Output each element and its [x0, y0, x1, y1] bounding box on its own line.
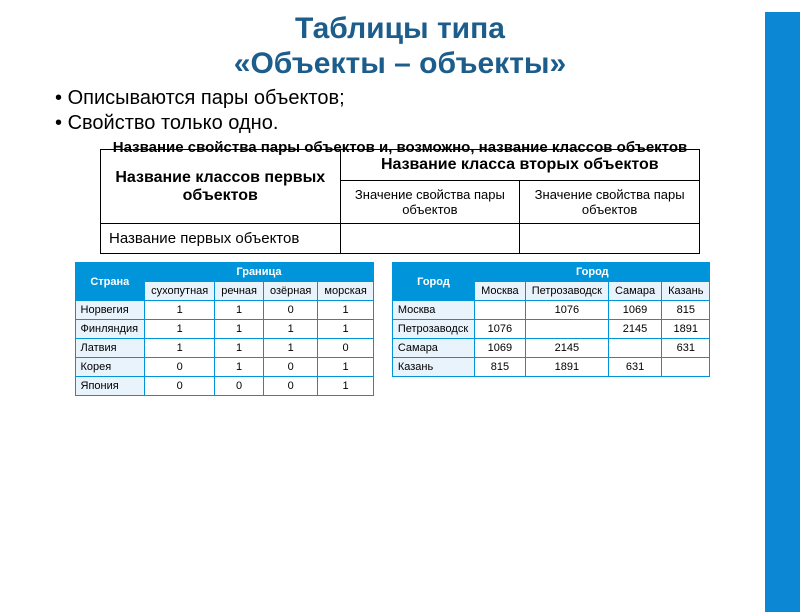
t2-sub4: Казань	[662, 282, 710, 301]
t1-r3-v1: 1	[145, 339, 215, 358]
side-accent	[765, 12, 800, 612]
t1-country-header: Страна	[75, 263, 145, 301]
borders-table: Страна Граница сухопутная речная озёрная…	[75, 262, 374, 396]
t1-r2-v1: 1	[145, 320, 215, 339]
t2-sub1: Москва	[475, 282, 526, 301]
table-row: Самара 1069 2145 631	[392, 339, 710, 358]
schema-c2: Значение свойства пары объектов	[520, 181, 700, 224]
schema-subtitle: Название свойства пары объектов и, возмо…	[30, 139, 770, 157]
t2-r4-v3: 631	[608, 358, 661, 377]
table-row: Латвия 1 1 1 0	[75, 339, 373, 358]
t1-r1-v1: 1	[145, 301, 215, 320]
table-row: Финляндия 1 1 1 1	[75, 320, 373, 339]
title-line2: «Объекты – объекты»	[234, 47, 566, 80]
t1-r5-v4: 1	[318, 377, 373, 396]
schema-empty1	[340, 224, 520, 254]
schema-table: Название классов первых объектов Названи…	[100, 149, 700, 254]
schema-r1: Название первых объектов	[101, 224, 341, 254]
t2-r3-v2: 2145	[525, 339, 608, 358]
t2-r2-v2	[525, 320, 608, 339]
cities-table: Город Город Москва Петрозаводск Самара К…	[392, 262, 711, 377]
table-row: Казань 815 1891 631	[392, 358, 710, 377]
table-row: Корея 0 1 0 1	[75, 358, 373, 377]
t1-r3-name: Латвия	[75, 339, 145, 358]
table-row: Норвегия 1 1 0 1	[75, 301, 373, 320]
t2-r2-v4: 1891	[662, 320, 710, 339]
t2-r4-v1: 815	[475, 358, 526, 377]
t1-r4-v4: 1	[318, 358, 373, 377]
schema-h1: Название классов первых объектов	[101, 150, 341, 224]
t2-r4-v4	[662, 358, 710, 377]
t1-r3-v2: 1	[215, 339, 264, 358]
borders-table-wrap: Страна Граница сухопутная речная озёрная…	[75, 262, 374, 396]
t2-sub3: Самара	[608, 282, 661, 301]
t1-sub2: речная	[215, 282, 264, 301]
t2-r3-v1: 1069	[475, 339, 526, 358]
t1-r5-v2: 0	[215, 377, 264, 396]
t2-r3-name: Самара	[392, 339, 474, 358]
example-tables: Страна Граница сухопутная речная озёрная…	[0, 262, 800, 396]
t2-city-t-header: Город	[475, 263, 710, 282]
t2-r1-name: Москва	[392, 301, 474, 320]
t1-r4-v3: 0	[263, 358, 317, 377]
t1-r5-v3: 0	[263, 377, 317, 396]
bullet-list: Описываются пары объектов; Свойство толь…	[55, 87, 800, 135]
t2-r1-v3: 1069	[608, 301, 661, 320]
t1-r3-v3: 1	[263, 339, 317, 358]
t2-r2-v1: 1076	[475, 320, 526, 339]
bullet-1: Описываются пары объектов;	[55, 87, 800, 110]
t1-r2-name: Финляндия	[75, 320, 145, 339]
t2-sub2: Петрозаводск	[525, 282, 608, 301]
t1-r2-v3: 1	[263, 320, 317, 339]
t2-r4-name: Казань	[392, 358, 474, 377]
t2-r4-v2: 1891	[525, 358, 608, 377]
t1-r4-v1: 0	[145, 358, 215, 377]
t2-r3-v4: 631	[662, 339, 710, 358]
t1-sub1: сухопутная	[145, 282, 215, 301]
t1-r5-name: Япония	[75, 377, 145, 396]
t1-r4-name: Корея	[75, 358, 145, 377]
t1-r1-v4: 1	[318, 301, 373, 320]
schema-empty2	[520, 224, 700, 254]
t1-r1-v2: 1	[215, 301, 264, 320]
t1-sub3: озёрная	[263, 282, 317, 301]
cities-table-wrap: Город Город Москва Петрозаводск Самара К…	[392, 262, 711, 396]
t1-r5-v1: 0	[145, 377, 215, 396]
t1-r3-v4: 0	[318, 339, 373, 358]
t1-r1-v3: 0	[263, 301, 317, 320]
t2-r2-v3: 2145	[608, 320, 661, 339]
t2-r1-v4: 815	[662, 301, 710, 320]
t2-r3-v3	[608, 339, 661, 358]
t1-r4-v2: 1	[215, 358, 264, 377]
slide-title: Таблицы типа «Объекты – объекты»	[0, 12, 800, 81]
t2-r2-name: Петрозаводск	[392, 320, 474, 339]
table-row: Петрозаводск 1076 2145 1891	[392, 320, 710, 339]
table-row: Япония 0 0 0 1	[75, 377, 373, 396]
bullet-2: Свойство только одно.	[55, 112, 800, 135]
t1-border-header: Граница	[145, 263, 374, 282]
t2-city-l-header: Город	[392, 263, 474, 301]
t2-r1-v2: 1076	[525, 301, 608, 320]
t1-sub4: морская	[318, 282, 373, 301]
t1-r2-v2: 1	[215, 320, 264, 339]
t1-r1-name: Норвегия	[75, 301, 145, 320]
t1-r2-v4: 1	[318, 320, 373, 339]
schema-c1: Значение свойства пары объектов	[340, 181, 520, 224]
t2-r1-v1	[475, 301, 526, 320]
table-row: Москва 1076 1069 815	[392, 301, 710, 320]
title-line1: Таблицы типа	[295, 12, 505, 45]
